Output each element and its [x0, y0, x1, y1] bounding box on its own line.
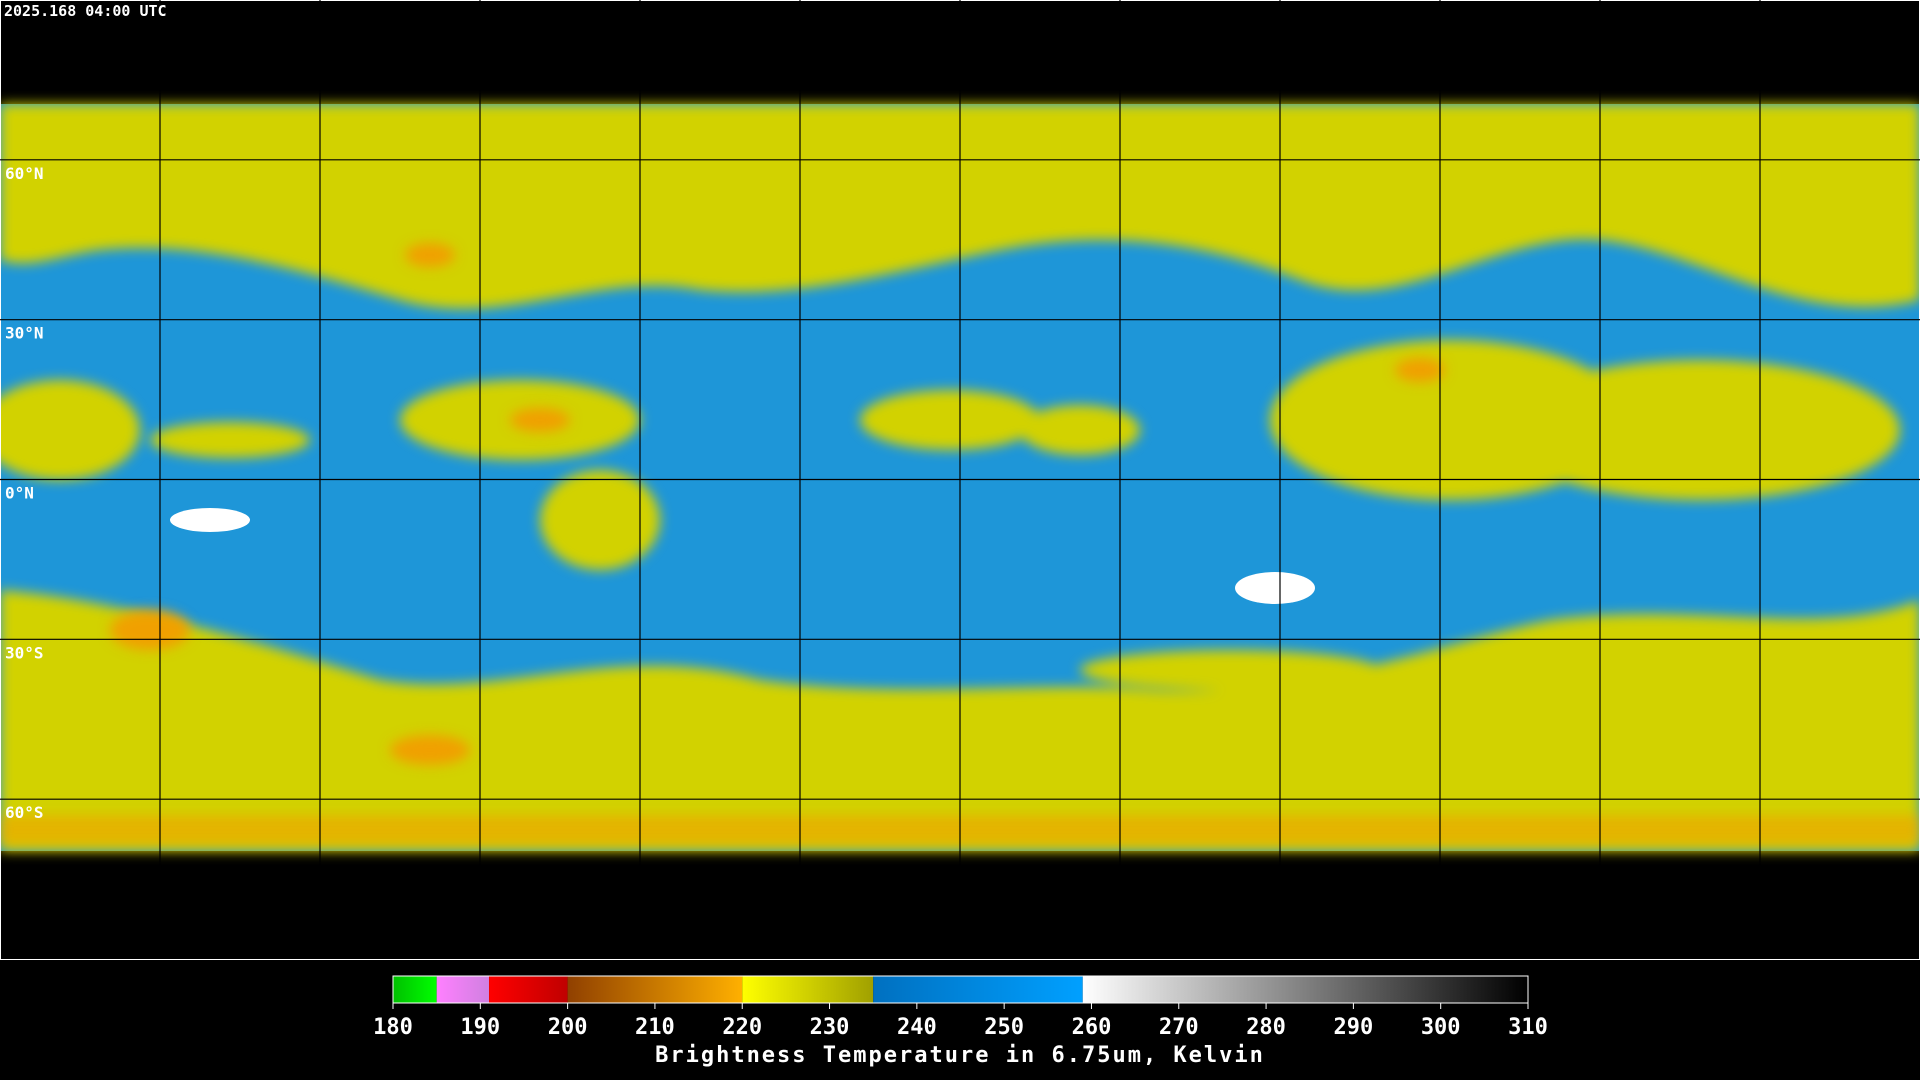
colorbar-tick-label: 270 — [1159, 1015, 1199, 1040]
colorbar-segment — [873, 976, 1083, 1003]
colorbar-tick-label: 280 — [1246, 1015, 1286, 1040]
colorbar-tick-label: 220 — [722, 1015, 762, 1040]
colorbar-title: Brightness Temperature in 6.75um, Kelvin — [655, 1043, 1265, 1068]
lat-label: 0°N — [5, 484, 34, 503]
convection — [0, 380, 140, 480]
convection — [540, 470, 660, 570]
convection — [150, 422, 310, 458]
colorbar: 180 190 200 210 220 230 240 250 260 270 280 290 300 3… — [373, 975, 1548, 1040]
colorbar-segment — [1082, 976, 1528, 1003]
colorbar-tick-label: 310 — [1508, 1015, 1548, 1040]
cold-top — [1395, 358, 1445, 382]
colorbar-tick-label: 290 — [1334, 1015, 1374, 1040]
colorbar-frame — [392, 975, 1529, 1004]
colorbar-tick-label: 250 — [984, 1015, 1024, 1040]
convection — [1020, 405, 1140, 455]
convection — [1080, 650, 1380, 690]
cold-top — [405, 243, 455, 267]
convection — [860, 390, 1040, 450]
lat-label: 60°S — [5, 803, 44, 822]
lat-label: 30°N — [5, 324, 44, 343]
colorbar-tick-label: 260 — [1072, 1015, 1112, 1040]
warm-spot — [1235, 572, 1315, 604]
colorbar-tick-label: 210 — [635, 1015, 675, 1040]
cold-top — [110, 610, 190, 650]
cold-top — [510, 408, 570, 432]
colorbar-segment — [489, 976, 568, 1003]
colorbar-tick-label: 180 — [373, 1015, 413, 1040]
colorbar-tick-label: 200 — [548, 1015, 588, 1040]
colorbar-segment — [742, 976, 874, 1003]
warm-spot — [170, 508, 250, 532]
colorbar-segment — [436, 976, 490, 1003]
colorbar-tick-label: 240 — [897, 1015, 937, 1040]
colorbar-segment — [567, 976, 743, 1003]
colorbar-tick-label: 190 — [460, 1015, 500, 1040]
lat-label: 60°N — [5, 164, 44, 183]
lat-label: 30°S — [5, 643, 44, 662]
colorbar-tick-label: 300 — [1421, 1015, 1461, 1040]
cold-top — [390, 735, 470, 765]
timestamp: 2025.168 04:00 UTC — [4, 2, 167, 20]
colorbar-segment — [393, 976, 437, 1003]
colorbar-tick-label: 230 — [810, 1015, 850, 1040]
